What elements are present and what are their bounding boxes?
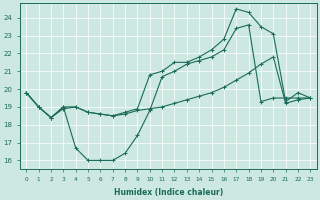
- X-axis label: Humidex (Indice chaleur): Humidex (Indice chaleur): [114, 188, 223, 197]
